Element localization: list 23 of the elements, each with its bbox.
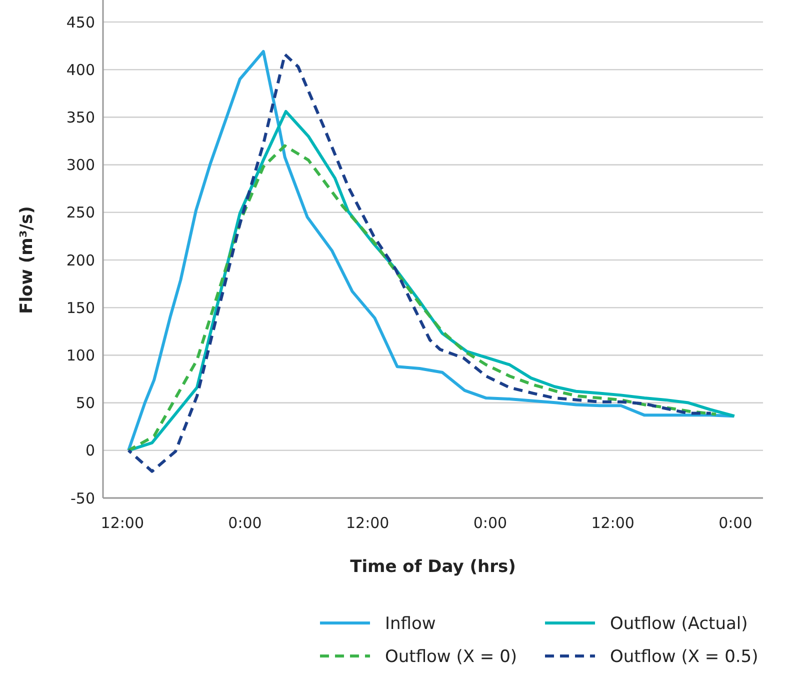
x-tick-label: 0:00 (228, 514, 262, 532)
legend-label: Inflow (385, 614, 436, 634)
y-tick-label: 400 (66, 60, 95, 79)
x-tick-label: 12:00 (100, 514, 144, 532)
x-tick-label: 12:00 (591, 514, 634, 532)
y-tick-label: 100 (66, 346, 95, 364)
legend-label: Outflow (Actual) (610, 614, 748, 634)
y-tick-label: 0 (85, 442, 95, 460)
x-axis-title: Time of Day (hrs) (350, 557, 516, 577)
y-tick-label: -50 (70, 489, 95, 508)
y-tick-label: 200 (66, 251, 95, 270)
y-tick-label: 300 (66, 156, 95, 174)
x-tick-label: 12:00 (346, 514, 390, 532)
y-tick-label: 250 (66, 204, 95, 222)
y-axis-title: Flow (m³/s) (17, 206, 37, 314)
x-tick-label: 0:00 (473, 514, 508, 532)
x-tick-label: 0:00 (718, 514, 752, 532)
y-tick-label: 350 (66, 108, 95, 126)
y-tick-label: 450 (66, 13, 95, 32)
y-tick-label: 150 (66, 298, 95, 317)
y-tick-label: 50 (76, 394, 95, 412)
legend-label: Outflow (X = 0.5) (610, 646, 758, 667)
legend-label: Outflow (X = 0) (385, 646, 518, 667)
